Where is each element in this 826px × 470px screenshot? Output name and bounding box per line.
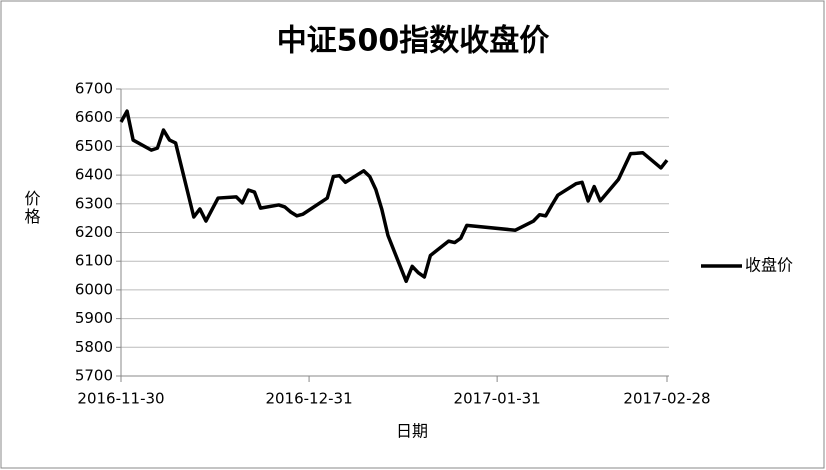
x-tick-label: 2017-02-28 bbox=[623, 390, 710, 408]
x-tick-label: 2016-11-30 bbox=[77, 390, 164, 408]
legend-label: 收盘价 bbox=[745, 256, 793, 275]
y-tick-label: 6300 bbox=[75, 194, 113, 212]
chart-title: 中证500指数收盘价 bbox=[277, 24, 550, 59]
y-tick-label: 6700 bbox=[75, 80, 113, 98]
y-tick-label: 6600 bbox=[75, 108, 113, 126]
y-tick-label: 6200 bbox=[75, 223, 113, 241]
x-tick-label: 2017-01-31 bbox=[454, 390, 541, 408]
y-axis-label: 价格 bbox=[22, 190, 41, 226]
y-tick-label: 6100 bbox=[75, 252, 113, 270]
y-tick-label: 6400 bbox=[75, 166, 113, 184]
y-tick-label: 5700 bbox=[75, 367, 113, 385]
y-tick-label: 6500 bbox=[75, 137, 113, 155]
line-series bbox=[119, 109, 669, 284]
y-tick-label: 5900 bbox=[75, 309, 113, 327]
x-axis-label: 日期 bbox=[396, 422, 428, 441]
x-tick-label: 2016-12-31 bbox=[265, 390, 352, 408]
y-tick-label: 6000 bbox=[75, 280, 113, 298]
y-tick-label: 5800 bbox=[75, 338, 113, 356]
